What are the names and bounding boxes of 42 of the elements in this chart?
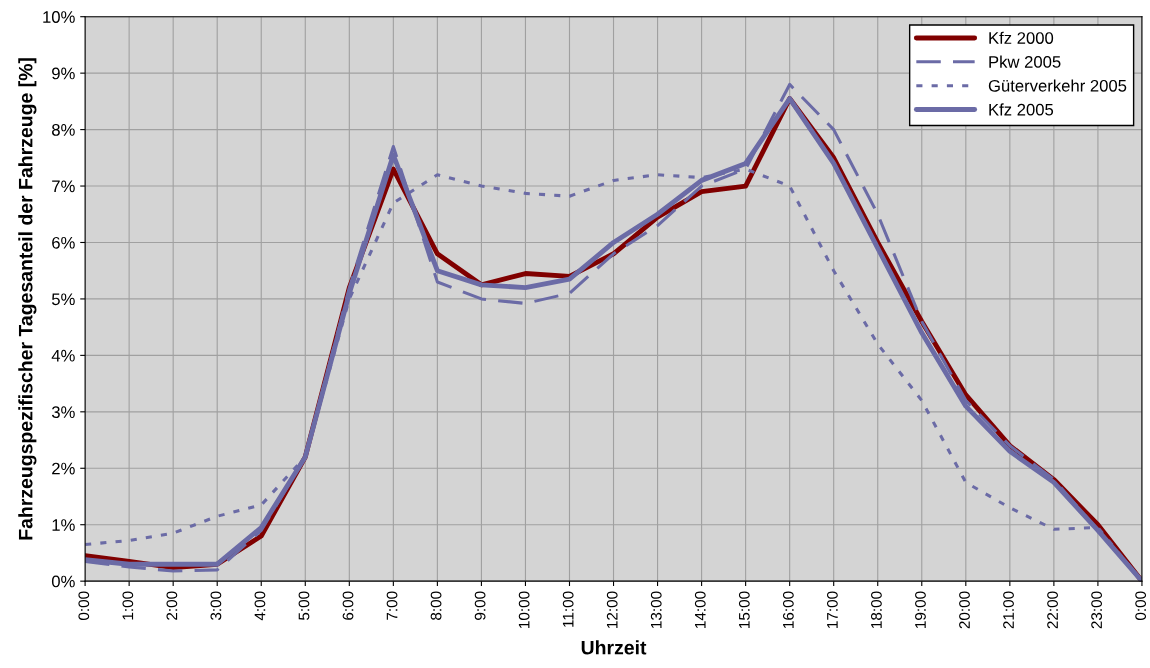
- x-tick-label: 17:00: [826, 591, 838, 628]
- y-tick-label: 5%: [51, 293, 75, 306]
- x-tick-label: 2:00: [166, 591, 178, 620]
- x-tick-label: 18:00: [871, 591, 882, 628]
- x-tick-label: 15:00: [738, 591, 750, 628]
- x-tick-label: 7:00: [386, 591, 398, 620]
- x-tick-label: 16:00: [782, 591, 794, 628]
- x-tick-label: 8:00: [430, 591, 442, 620]
- y-tick-label: 4%: [51, 349, 75, 362]
- x-axis-title: Uhrzeit: [581, 640, 647, 655]
- y-tick-label: 3%: [51, 406, 75, 419]
- x-tick-label: 1:00: [122, 591, 134, 620]
- x-tick-label: 19:00: [915, 591, 926, 628]
- x-tick-label: 4:00: [254, 591, 266, 621]
- x-tick-label: 9:00: [474, 591, 486, 620]
- x-tick-label: 0:00: [78, 591, 90, 621]
- x-tick-label: 20:00: [959, 591, 970, 629]
- y-tick-label: 7%: [52, 180, 75, 193]
- x-tick-label: 6:00: [342, 591, 354, 620]
- y-tick-label: 8%: [52, 123, 75, 136]
- x-tick-label: 3:00: [210, 591, 222, 621]
- y-tick-label: 1%: [52, 519, 75, 531]
- x-tick-label: 14:00: [694, 591, 706, 628]
- y-tick-label: 9%: [52, 67, 75, 80]
- y-axis-title: Fahrzeugspezifischer Tagesanteil der Fahrzeuge [%]: [18, 58, 37, 540]
- x-tick-label: 21:00: [1003, 591, 1014, 629]
- x-tick-label: 13:00: [650, 591, 662, 628]
- x-tick-label: 0:00: [1135, 591, 1147, 621]
- legend-label: Kfz 2000: [989, 31, 1054, 44]
- legend-label: Güterverkehr 2005: [988, 79, 1127, 92]
- x-tick-label: 23:00: [1091, 591, 1103, 629]
- x-tick-label: 12:00: [606, 591, 618, 628]
- x-tick-label: 10:00: [518, 591, 530, 628]
- y-tick-label: 0%: [51, 575, 75, 588]
- x-tick-label: 5:00: [298, 591, 310, 620]
- x-tick-label: 11:00: [562, 591, 574, 627]
- y-tick-label: 10%: [43, 11, 75, 23]
- legend-label: Pkw 2005: [989, 55, 1061, 68]
- legend-label: Kfz 2005: [989, 103, 1054, 116]
- x-tick-label: 22:00: [1047, 591, 1058, 629]
- y-tick-label: 6%: [52, 236, 75, 249]
- y-tick-label: 2%: [52, 462, 75, 475]
